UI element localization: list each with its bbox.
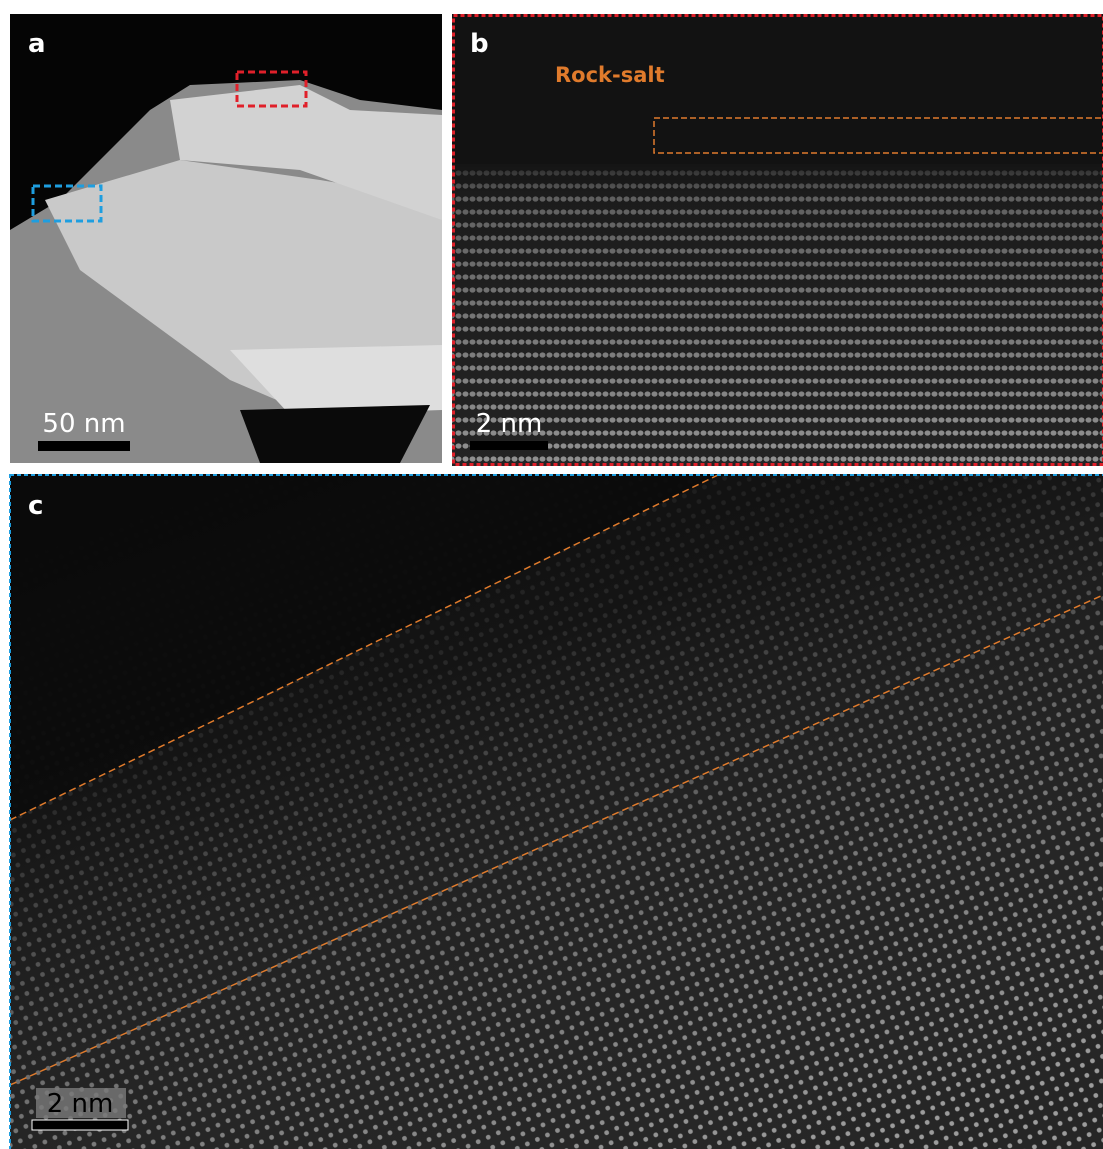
- panel-b: b Rock-salt 2 nm: [452, 14, 1103, 466]
- annotation: Rock-salt: [555, 63, 665, 87]
- panel-c: c 2 nm: [10, 474, 1103, 1149]
- scale-bar-label: 50 nm: [42, 409, 125, 439]
- figure: a 50 nm b Rock-salt 2 nm c 2 nm: [0, 0, 1103, 1149]
- panel-label: b: [470, 29, 489, 59]
- panel-a: a 50 nm: [10, 14, 442, 463]
- panel-label: a: [28, 29, 46, 59]
- scale-bar-label: 2 nm: [47, 1089, 114, 1119]
- scale-bar-label: 2 nm: [476, 409, 543, 439]
- panel-label: c: [28, 491, 43, 521]
